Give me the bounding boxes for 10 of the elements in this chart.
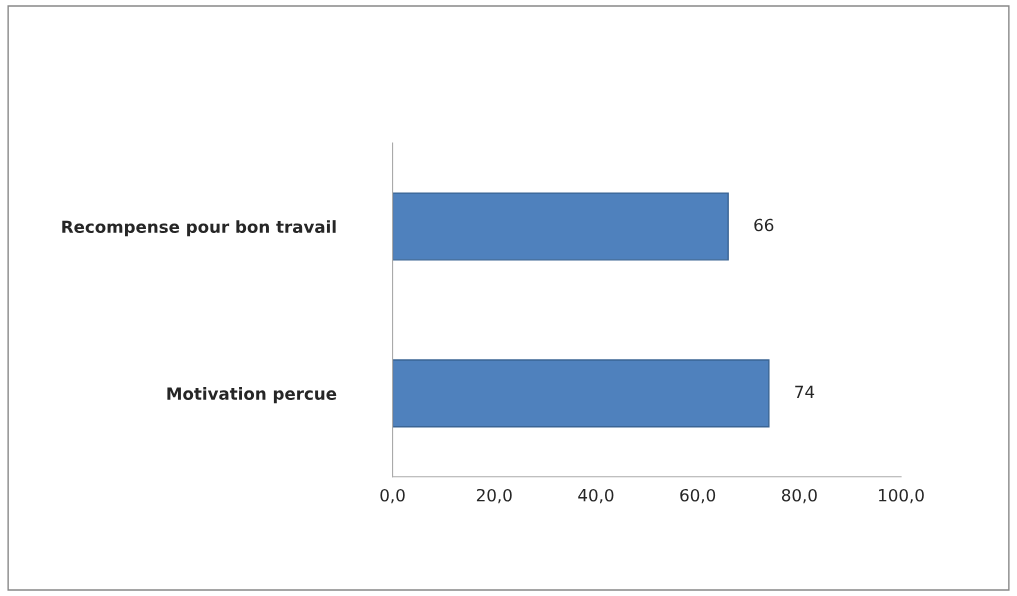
x-tick-label: 80,0 — [781, 488, 817, 504]
x-tick-label: 0,0 — [380, 488, 405, 504]
x-tick-label: 100,0 — [879, 488, 924, 504]
data-label: 66 — [754, 218, 774, 232]
x-tick-label: 60,0 — [680, 488, 716, 504]
x-tick-label: 20,0 — [476, 488, 512, 504]
x-tick-label: 40,0 — [578, 488, 614, 504]
data-label: 74 — [795, 385, 815, 398]
y-tick-label: Motivation percue — [167, 387, 337, 404]
y-tick-label: Recompense pour bon travail — [62, 220, 336, 237]
